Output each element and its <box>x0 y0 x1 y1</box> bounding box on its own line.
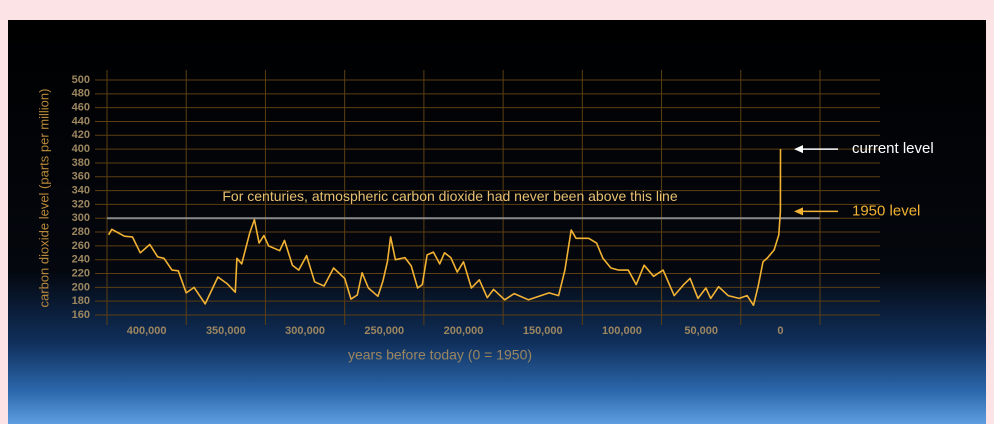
x-tick-label: 150,000 <box>523 325 563 337</box>
annotation: For centuries, atmospheric carbon dioxid… <box>222 188 677 204</box>
y-tick-label: 240 <box>72 254 90 266</box>
x-tick-label: 200,000 <box>444 325 484 337</box>
x-tick-label: 50,000 <box>684 325 718 337</box>
y-tick-label: 320 <box>72 198 90 210</box>
y-tick-label: 300 <box>72 212 90 224</box>
y-tick-label: 180 <box>72 295 90 307</box>
y-tick-label: 380 <box>72 157 90 169</box>
y-tick-label: 340 <box>72 184 90 196</box>
y-tick-label: 460 <box>72 102 90 114</box>
y-tick-label: 200 <box>72 281 90 293</box>
x-tick-label: 350,000 <box>206 325 246 337</box>
annotation: 1950 level <box>852 202 920 219</box>
background-panel <box>8 20 986 424</box>
y-tick-label: 480 <box>72 88 90 100</box>
x-tick-label: 0 <box>777 325 783 337</box>
annotation: current level <box>852 140 934 157</box>
y-tick-label: 400 <box>72 143 90 155</box>
x-tick-label: 400,000 <box>127 325 167 337</box>
y-axis-label: carbon dioxide level (parts per million) <box>36 89 51 308</box>
page: {"chart_data": { "type": "line", "ylabel… <box>0 0 994 424</box>
x-tick-label: 100,000 <box>602 325 642 337</box>
y-tick-label: 360 <box>72 171 90 183</box>
y-tick-label: 160 <box>72 309 90 321</box>
y-tick-label: 260 <box>72 240 90 252</box>
x-axis-label: years before today (0 = 1950) <box>348 347 532 363</box>
x-tick-label: 250,000 <box>364 325 404 337</box>
y-tick-label: 420 <box>72 129 90 141</box>
y-tick-label: 280 <box>72 226 90 238</box>
x-tick-label: 300,000 <box>285 325 325 337</box>
y-tick-label: 220 <box>72 267 90 279</box>
y-tick-label: 500 <box>72 74 90 86</box>
y-tick-label: 440 <box>72 115 90 127</box>
chart: carbon dioxide level (parts per million)… <box>0 0 994 424</box>
